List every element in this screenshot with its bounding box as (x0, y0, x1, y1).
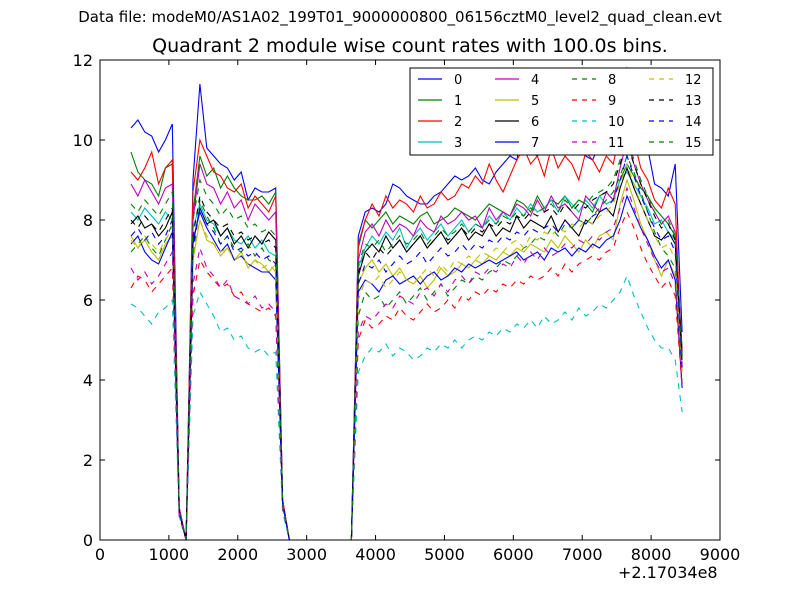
legend-label-11: 11 (608, 136, 625, 151)
x-tick-label: 3000 (286, 545, 327, 564)
y-tick-label: 0 (83, 531, 93, 550)
series-line-0 (130, 66, 683, 541)
legend-label-6: 6 (531, 115, 539, 130)
y-tick-label: 4 (83, 371, 93, 390)
y-tick-label: 6 (83, 291, 93, 310)
legend-box (409, 67, 714, 156)
series-line-14 (130, 154, 683, 541)
y-tick-label: 8 (83, 211, 93, 230)
series-line-12 (130, 162, 683, 541)
series-line-2 (130, 114, 683, 541)
y-tick-label: 2 (83, 451, 93, 470)
x-tick-label: 6000 (493, 545, 534, 564)
series-line-15 (130, 134, 683, 541)
y-tick-label: 12 (73, 51, 93, 70)
legend-label-14: 14 (685, 115, 702, 130)
series-line-9 (130, 210, 683, 541)
series-layer (130, 66, 683, 541)
legend-label-15: 15 (685, 136, 702, 151)
legend-label-10: 10 (608, 115, 625, 130)
series-line-8 (130, 154, 683, 541)
x-tick-label: 4000 (355, 545, 396, 564)
legend-label-1: 1 (454, 94, 462, 109)
series-line-1 (130, 151, 683, 541)
series-line-4 (130, 137, 683, 541)
x-tick-label: 2000 (217, 545, 258, 564)
legend-label-2: 2 (454, 115, 462, 130)
x-tick-label: 8000 (631, 545, 672, 564)
legend-label-5: 5 (531, 94, 539, 109)
x-tick-label: 7000 (562, 545, 603, 564)
series-line-10 (130, 274, 683, 541)
series-line-5 (130, 178, 683, 541)
x-tick-label: 9000 (700, 545, 741, 564)
legend-label-9: 9 (608, 94, 616, 109)
figure-suptitle: Data file: modeM0/AS1A02_199T01_90000008… (78, 8, 722, 26)
chart-title: Quadrant 2 module wise count rates with … (152, 35, 668, 57)
tick-layer: 0 1000 2000 3000 4000 5000 6000 7000 8000 9000 0 2 4… (73, 51, 741, 564)
y-tick-label: 10 (73, 131, 93, 150)
legend-label-4: 4 (531, 73, 539, 88)
legend-label-12: 12 (685, 73, 702, 88)
legend-label-8: 8 (608, 73, 616, 88)
legend-label-0: 0 (454, 73, 462, 88)
x-offset-label: +2.17034e8 (618, 563, 718, 582)
legend-label-13: 13 (685, 94, 702, 109)
x-tick-label: 5000 (424, 545, 465, 564)
series-line-11 (130, 186, 683, 541)
legend-label-7: 7 (531, 136, 539, 151)
x-tick-label: 0 (95, 545, 105, 564)
legend-label-3: 3 (454, 136, 462, 151)
x-tick-label: 1000 (149, 545, 190, 564)
